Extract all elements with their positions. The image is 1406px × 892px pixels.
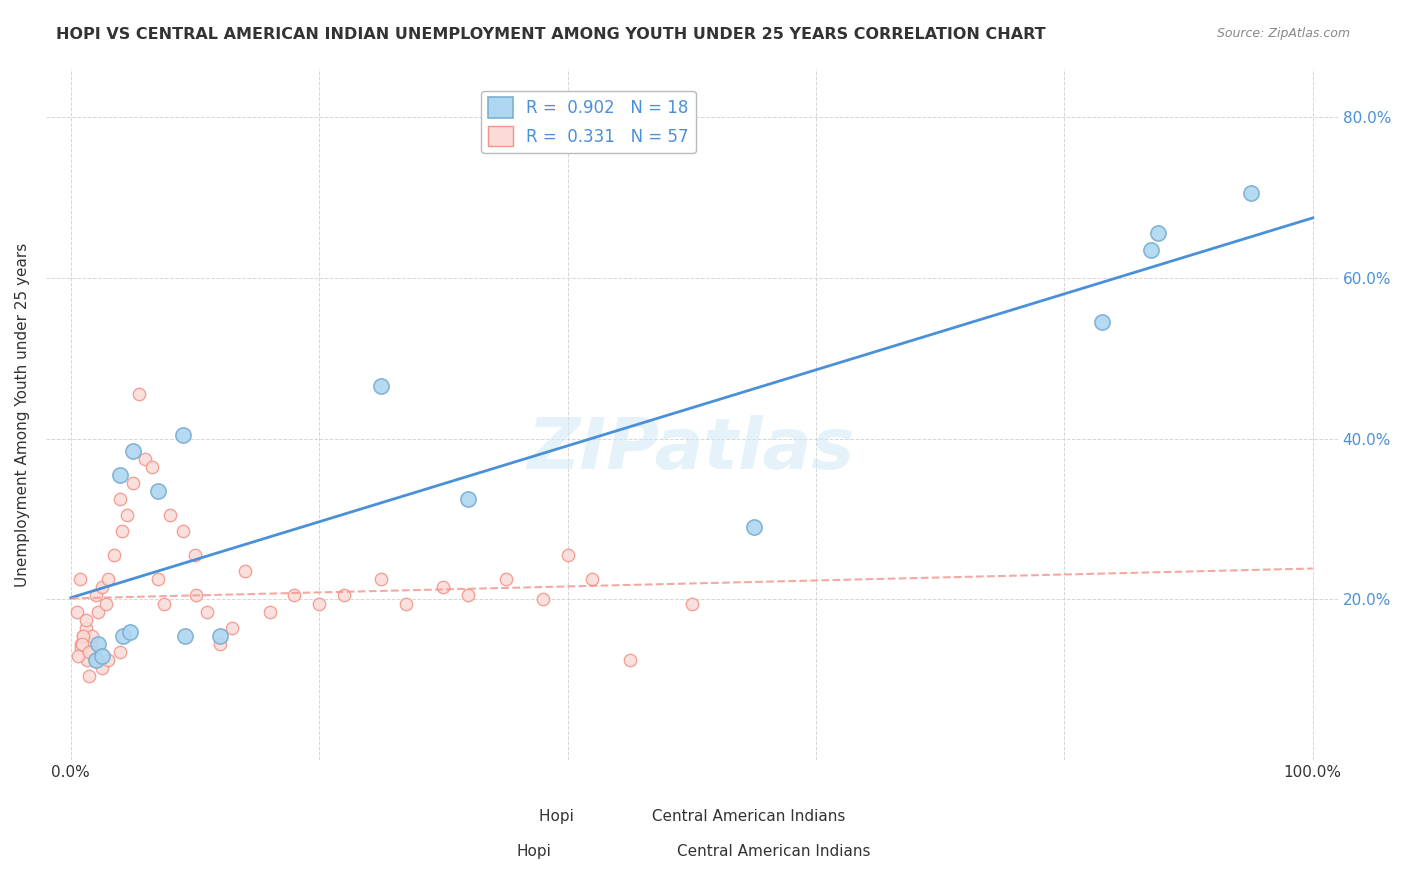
Point	[581, 573, 603, 587]
Point	[172, 524, 194, 538]
Point	[134, 451, 156, 466]
Point	[94, 597, 117, 611]
Point	[619, 653, 641, 667]
Point	[457, 491, 479, 506]
Point	[111, 629, 134, 643]
Point	[75, 621, 97, 635]
Point	[69, 573, 91, 587]
Point	[432, 581, 454, 595]
Point	[90, 648, 112, 663]
Point	[557, 548, 579, 562]
Point	[110, 467, 132, 482]
Point	[186, 589, 208, 603]
Point	[495, 573, 517, 587]
Point	[103, 548, 125, 562]
Point	[79, 637, 101, 651]
Point	[69, 637, 91, 651]
Point	[1146, 227, 1168, 241]
Point	[283, 589, 305, 603]
Point	[395, 597, 418, 611]
Point	[159, 508, 181, 522]
Point	[531, 592, 554, 607]
Point	[70, 637, 93, 651]
Point	[84, 653, 107, 667]
Text: Hopi: Hopi	[517, 845, 551, 859]
Point	[75, 613, 97, 627]
Point	[333, 589, 356, 603]
Point	[208, 637, 231, 651]
Text: Source: ZipAtlas.com: Source: ZipAtlas.com	[1216, 27, 1350, 40]
Point	[72, 629, 94, 643]
Point	[370, 573, 392, 587]
Point	[90, 581, 112, 595]
Point	[97, 653, 120, 667]
Point	[111, 524, 134, 538]
Point	[184, 548, 207, 562]
Point	[82, 645, 104, 659]
Point	[69, 640, 91, 655]
Point	[370, 379, 392, 393]
Point	[79, 669, 101, 683]
Point	[84, 589, 107, 603]
Point	[153, 597, 176, 611]
Point	[146, 483, 169, 498]
Text: Central American Indians: Central American Indians	[676, 845, 870, 859]
Text: HOPI VS CENTRAL AMERICAN INDIAN UNEMPLOYMENT AMONG YOUTH UNDER 25 YEARS CORRELAT: HOPI VS CENTRAL AMERICAN INDIAN UNEMPLOY…	[56, 27, 1046, 42]
Point	[141, 459, 163, 474]
Point	[67, 648, 90, 663]
Point	[308, 597, 330, 611]
Point	[87, 605, 110, 619]
Point	[233, 565, 256, 579]
Point	[1140, 243, 1163, 257]
Point	[79, 645, 101, 659]
Point	[197, 605, 219, 619]
Text: Hopi                Central American Indians: Hopi Central American Indians	[538, 809, 845, 824]
Text: ZIPatlas: ZIPatlas	[529, 415, 855, 483]
Point	[128, 387, 150, 401]
Point	[457, 589, 479, 603]
Point	[1091, 315, 1114, 329]
Point	[208, 629, 231, 643]
Point	[72, 629, 94, 643]
Point	[221, 621, 243, 635]
Point	[681, 597, 703, 611]
Point	[174, 629, 197, 643]
Point	[1240, 186, 1263, 201]
Point	[172, 427, 194, 442]
Y-axis label: Unemployment Among Youth under 25 years: Unemployment Among Youth under 25 years	[15, 243, 30, 587]
Point	[259, 605, 281, 619]
Point	[742, 520, 765, 534]
Point	[115, 508, 138, 522]
Point	[97, 573, 120, 587]
Point	[122, 475, 145, 490]
Point	[84, 653, 107, 667]
Point	[110, 645, 132, 659]
Point	[80, 629, 103, 643]
Point	[66, 605, 89, 619]
Legend: R =  0.902   N = 18, R =  0.331   N = 57: R = 0.902 N = 18, R = 0.331 N = 57	[481, 91, 696, 153]
Point	[90, 661, 112, 675]
Point	[122, 443, 145, 458]
Point	[76, 653, 98, 667]
Point	[110, 491, 132, 506]
Point	[87, 637, 110, 651]
Point	[146, 573, 169, 587]
Point	[120, 624, 142, 639]
